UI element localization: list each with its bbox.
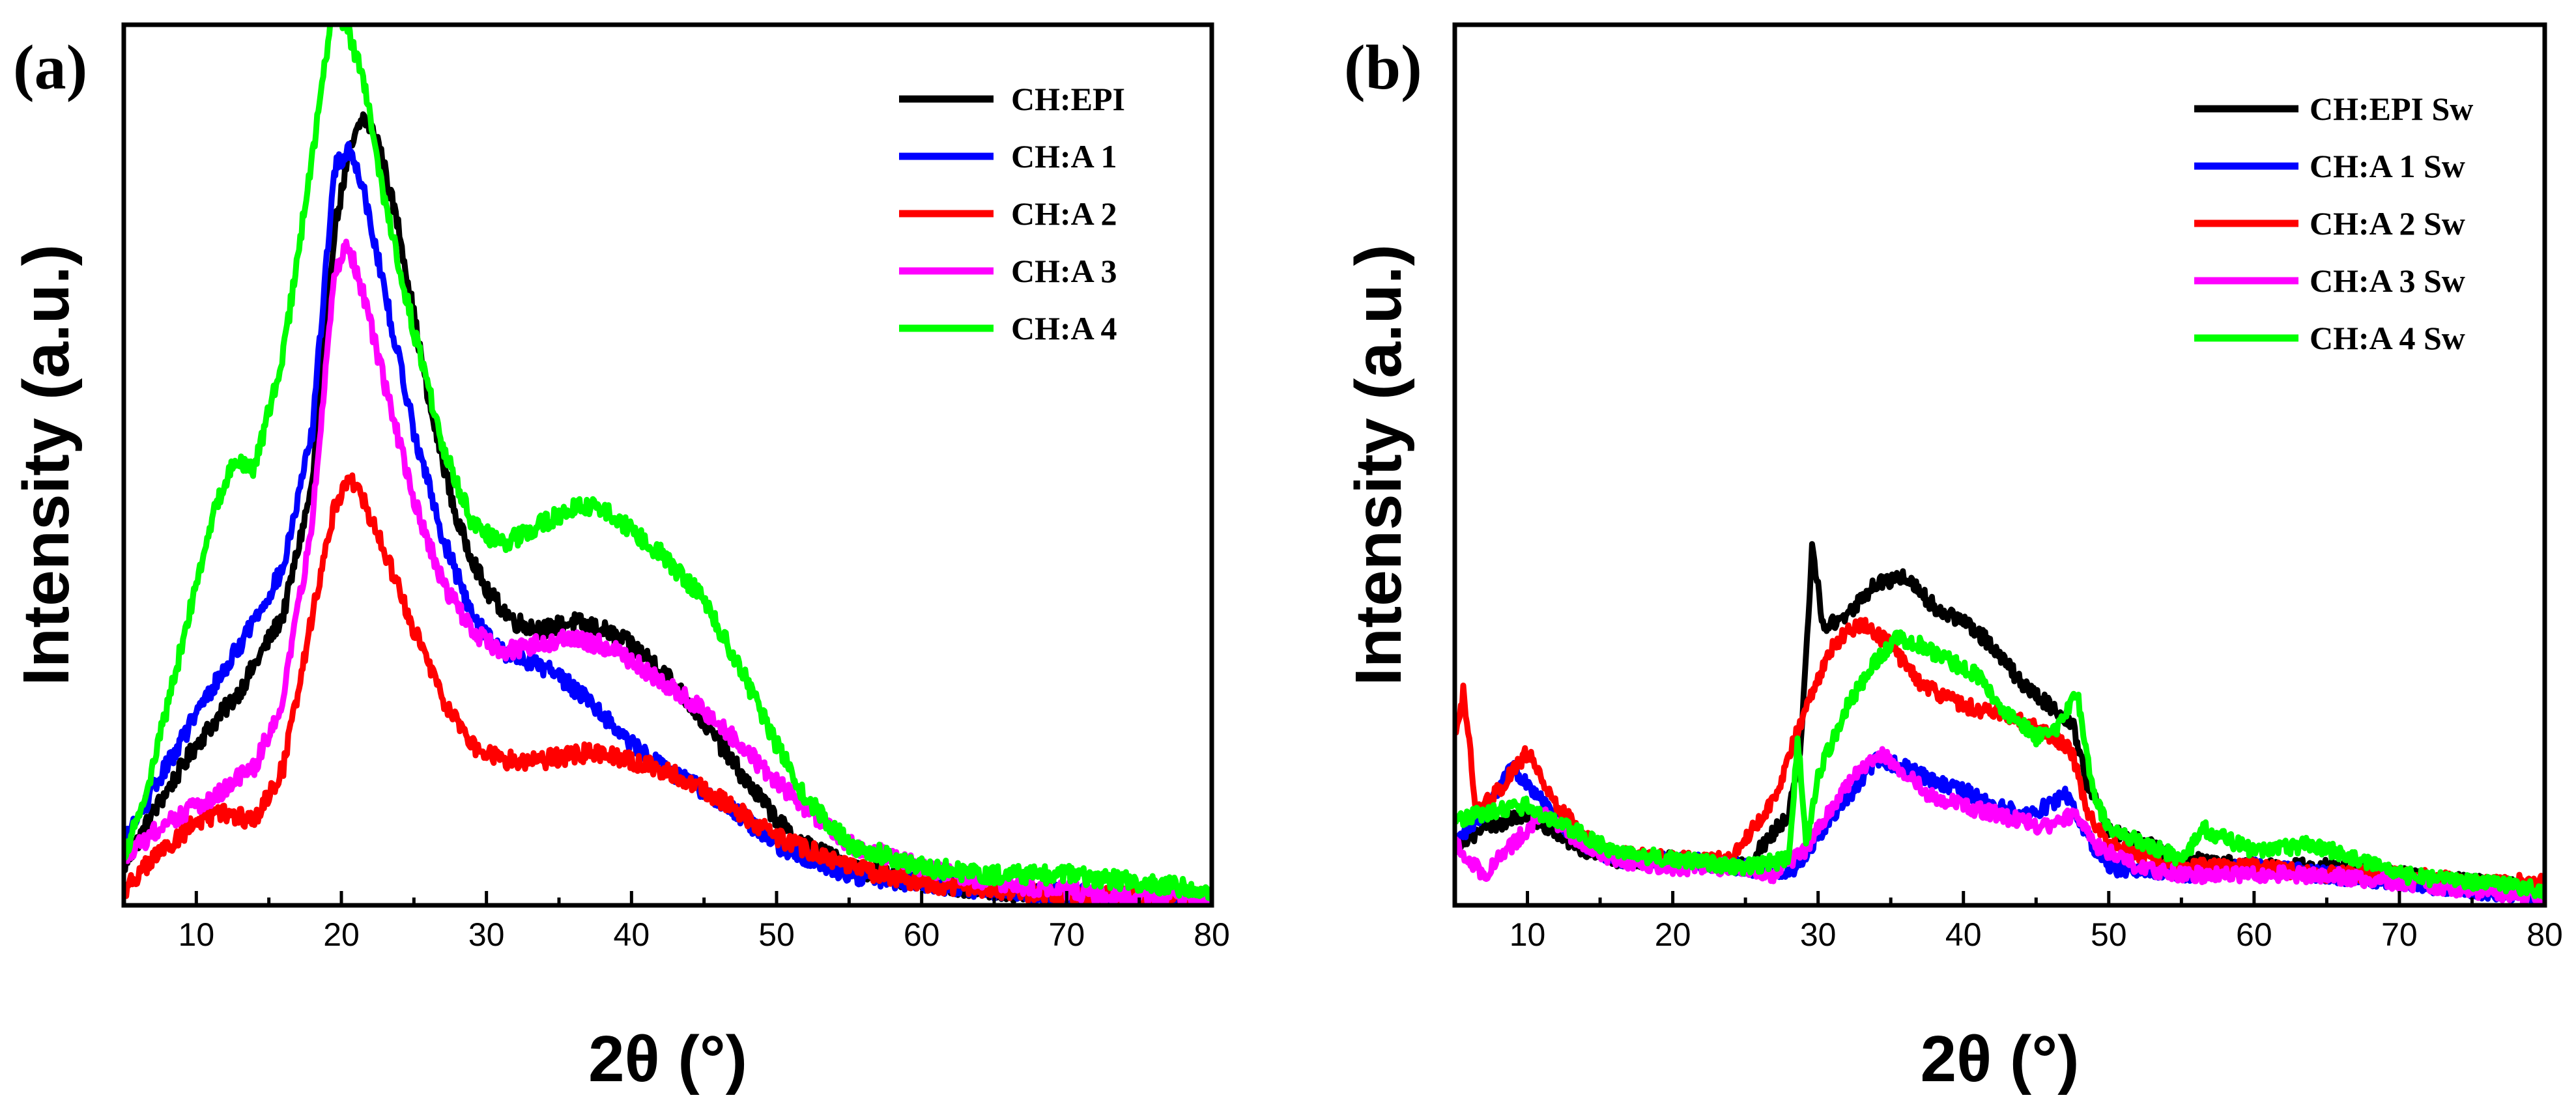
legend-label: CH:A 2 Sw <box>2310 205 2465 242</box>
x-tick-label: 10 <box>1510 916 1546 953</box>
panel-a: 10 20 30 40 50 60 70 80 CH:EPI CH:A 1 CH:A 2 CH:A 3… <box>10 22 1230 1096</box>
x-tick-label: 40 <box>614 916 650 953</box>
series-line-ch-epi <box>124 111 1212 905</box>
panel-b: 10 20 30 40 50 60 70 80 CH:EPI Sw CH:A 1 Sw CH:A 2… <box>1342 22 2563 1096</box>
x-tick-label: 30 <box>468 916 505 953</box>
x-tick-label: 80 <box>2526 916 2563 953</box>
plot-frame <box>121 22 1214 908</box>
y-axis-title: Intensity (a.u.) <box>10 244 83 686</box>
x-tick-label: 10 <box>179 916 215 953</box>
plot-frame <box>1452 22 2547 908</box>
legend-label: CH:A 4 Sw <box>2310 320 2465 356</box>
legend-label: CH:A 4 <box>1011 310 1117 346</box>
x-axis-title: 2θ (°) <box>588 1023 747 1096</box>
legend-label: CH:A 1 <box>1011 138 1117 175</box>
x-tick-label: 30 <box>1800 916 1837 953</box>
legend-label: CH:A 3 Sw <box>2310 262 2465 299</box>
x-tick-label: 40 <box>1945 916 1982 953</box>
series-group <box>124 25 1212 905</box>
x-tick-label: 20 <box>1655 916 1691 953</box>
legend-label: CH:EPI Sw <box>2310 91 2473 127</box>
legend-label: CH:A 1 Sw <box>2310 148 2465 184</box>
series-line-ch-a-4 <box>124 25 1212 902</box>
legend-label: CH:A 2 <box>1011 195 1117 232</box>
legend-label: CH:A 3 <box>1011 253 1117 289</box>
y-axis-title: Intensity (a.u.) <box>1342 244 1415 686</box>
x-tick-label: 60 <box>2236 916 2272 953</box>
x-tick-label: 50 <box>758 916 795 953</box>
series-group <box>1455 541 2545 905</box>
panel-label: (b) <box>1344 33 1422 103</box>
x-tick-label: 80 <box>1194 916 1230 953</box>
series-line-ch-a-3 <box>124 238 1212 905</box>
series-line-ch-a-3-sw <box>1455 746 2545 905</box>
x-tick-label: 60 <box>904 916 940 953</box>
x-tick-label: 70 <box>2381 916 2418 953</box>
x-tick-label: 20 <box>323 916 360 953</box>
x-tick-label: 70 <box>1049 916 1085 953</box>
series-line-ch-a-4-sw <box>1455 629 2545 900</box>
legend-label: CH:EPI <box>1011 81 1125 117</box>
panel-label: (a) <box>13 33 87 103</box>
x-tick-label: 50 <box>2091 916 2127 953</box>
x-axis-title: 2θ (°) <box>1920 1023 2079 1096</box>
